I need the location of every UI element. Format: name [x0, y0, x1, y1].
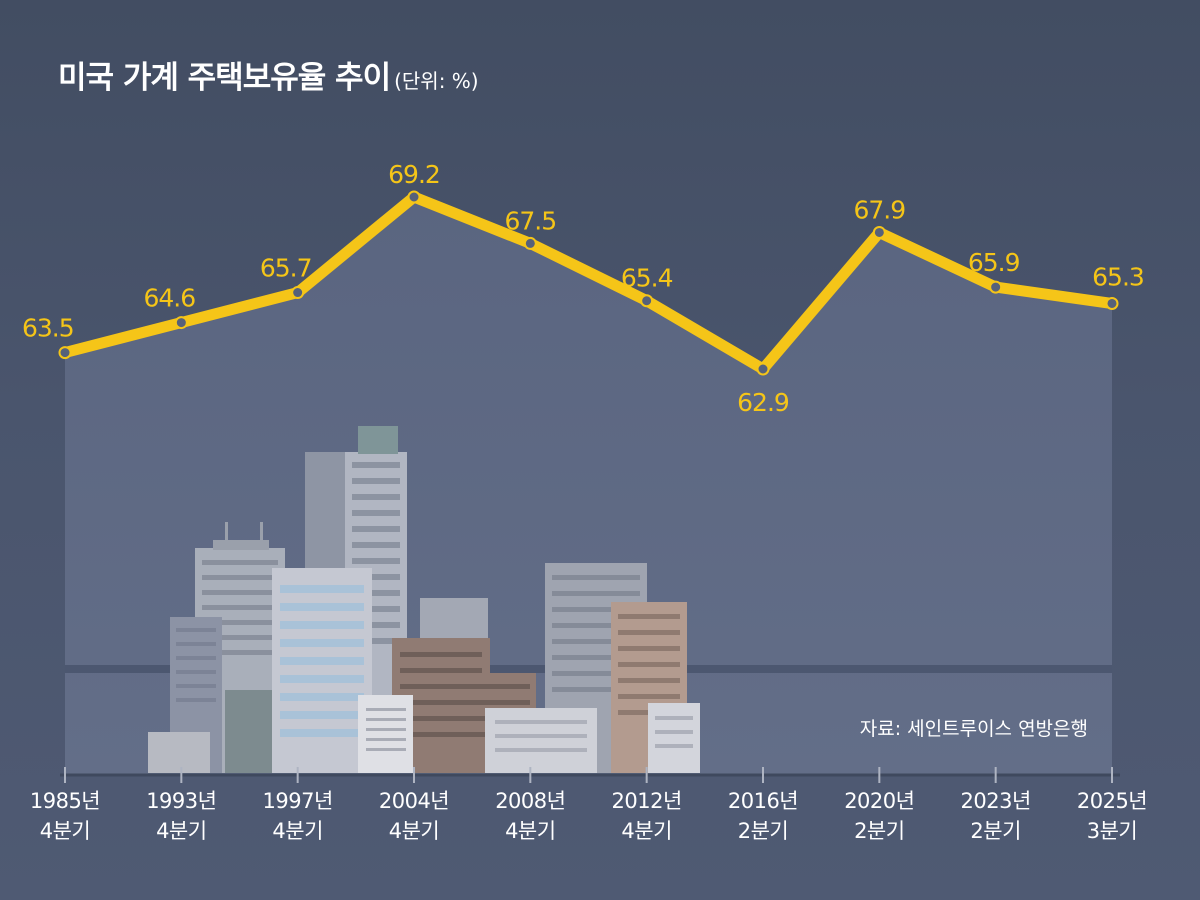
data-points — [58, 190, 1119, 376]
x-tick-quarter: 4분기 — [388, 819, 440, 843]
x-tick-label: 1985년 4분기 — [5, 786, 125, 846]
data-point — [58, 346, 72, 360]
data-label: 63.5 — [22, 314, 74, 343]
source-note: 자료: 세인트루이스 연방은행 — [859, 718, 1088, 740]
x-axis-ticks — [64, 767, 1113, 783]
x-tick-label: 1997년 4분기 — [238, 786, 358, 846]
data-label: 65.4 — [621, 264, 673, 293]
x-tick-quarter: 2분기 — [737, 819, 789, 843]
data-point — [523, 236, 537, 250]
x-tick-year: 2025년 — [1076, 789, 1148, 813]
series-line — [59, 191, 1118, 375]
x-tick-label: 2020년 2분기 — [819, 786, 939, 846]
data-point — [407, 190, 421, 204]
data-point — [989, 280, 1003, 294]
x-tick-year: 2008년 — [495, 789, 566, 813]
x-tick-year: 2016년 — [727, 789, 799, 813]
x-tick-year: 2012년 — [611, 789, 683, 813]
x-tick-label: 2016년 2분기 — [703, 786, 823, 846]
data-label: 65.9 — [968, 248, 1020, 277]
x-tick-quarter: 4분기 — [39, 819, 91, 843]
chart-title: 미국 가계 주택보유율 추이 (단위: %) — [58, 52, 479, 97]
x-tick-quarter: 4분기 — [156, 819, 207, 843]
x-tick-label: 2004년 4분기 — [354, 786, 474, 846]
city-skyline-illustration — [148, 426, 700, 773]
data-label: 67.9 — [853, 195, 905, 224]
data-point — [1105, 296, 1119, 310]
data-label: 67.5 — [504, 206, 556, 235]
x-tick-label: 1993년 4분기 — [121, 786, 241, 846]
chart-unit: (단위: %) — [394, 69, 479, 93]
x-tick-quarter: 2분기 — [854, 819, 905, 843]
x-tick-label: 2023년 2분기 — [936, 786, 1056, 846]
chart-title-text: 미국 가계 주택보유율 추이 — [58, 60, 391, 96]
x-tick-label: 2025년 3분기 — [1052, 786, 1172, 846]
x-tick-quarter: 3분기 — [1086, 819, 1138, 843]
x-tick-year: 2023년 — [960, 789, 1032, 813]
x-tick-year: 2020년 — [844, 789, 915, 813]
x-tick-quarter: 4분기 — [505, 819, 556, 843]
x-tick-year: 2004년 — [378, 789, 450, 813]
data-label: 69.2 — [388, 160, 440, 189]
data-label: 65.3 — [1092, 262, 1144, 291]
data-point — [291, 286, 305, 300]
data-point — [174, 316, 188, 330]
x-tick-year: 1993년 — [146, 789, 217, 813]
x-tick-quarter: 4분기 — [272, 819, 323, 843]
data-point — [756, 362, 770, 376]
data-label: 65.7 — [260, 254, 312, 283]
x-tick-label: 2008년 4분기 — [470, 786, 590, 846]
data-label: 64.6 — [143, 284, 195, 313]
data-labels: 63.5 64.6 65.7 69.2 67.5 65.4 62.9 67.9 65.9 65.3 — [22, 160, 1145, 417]
x-tick-quarter: 2분기 — [970, 819, 1021, 843]
data-point — [872, 225, 886, 239]
x-tick-quarter: 4분기 — [621, 819, 672, 843]
x-tick-label: 2012년 4분기 — [587, 786, 707, 846]
x-tick-year: 1997년 — [262, 789, 334, 813]
data-point — [640, 294, 654, 308]
data-label: 62.9 — [737, 388, 789, 417]
x-tick-year: 1985년 — [29, 789, 101, 813]
